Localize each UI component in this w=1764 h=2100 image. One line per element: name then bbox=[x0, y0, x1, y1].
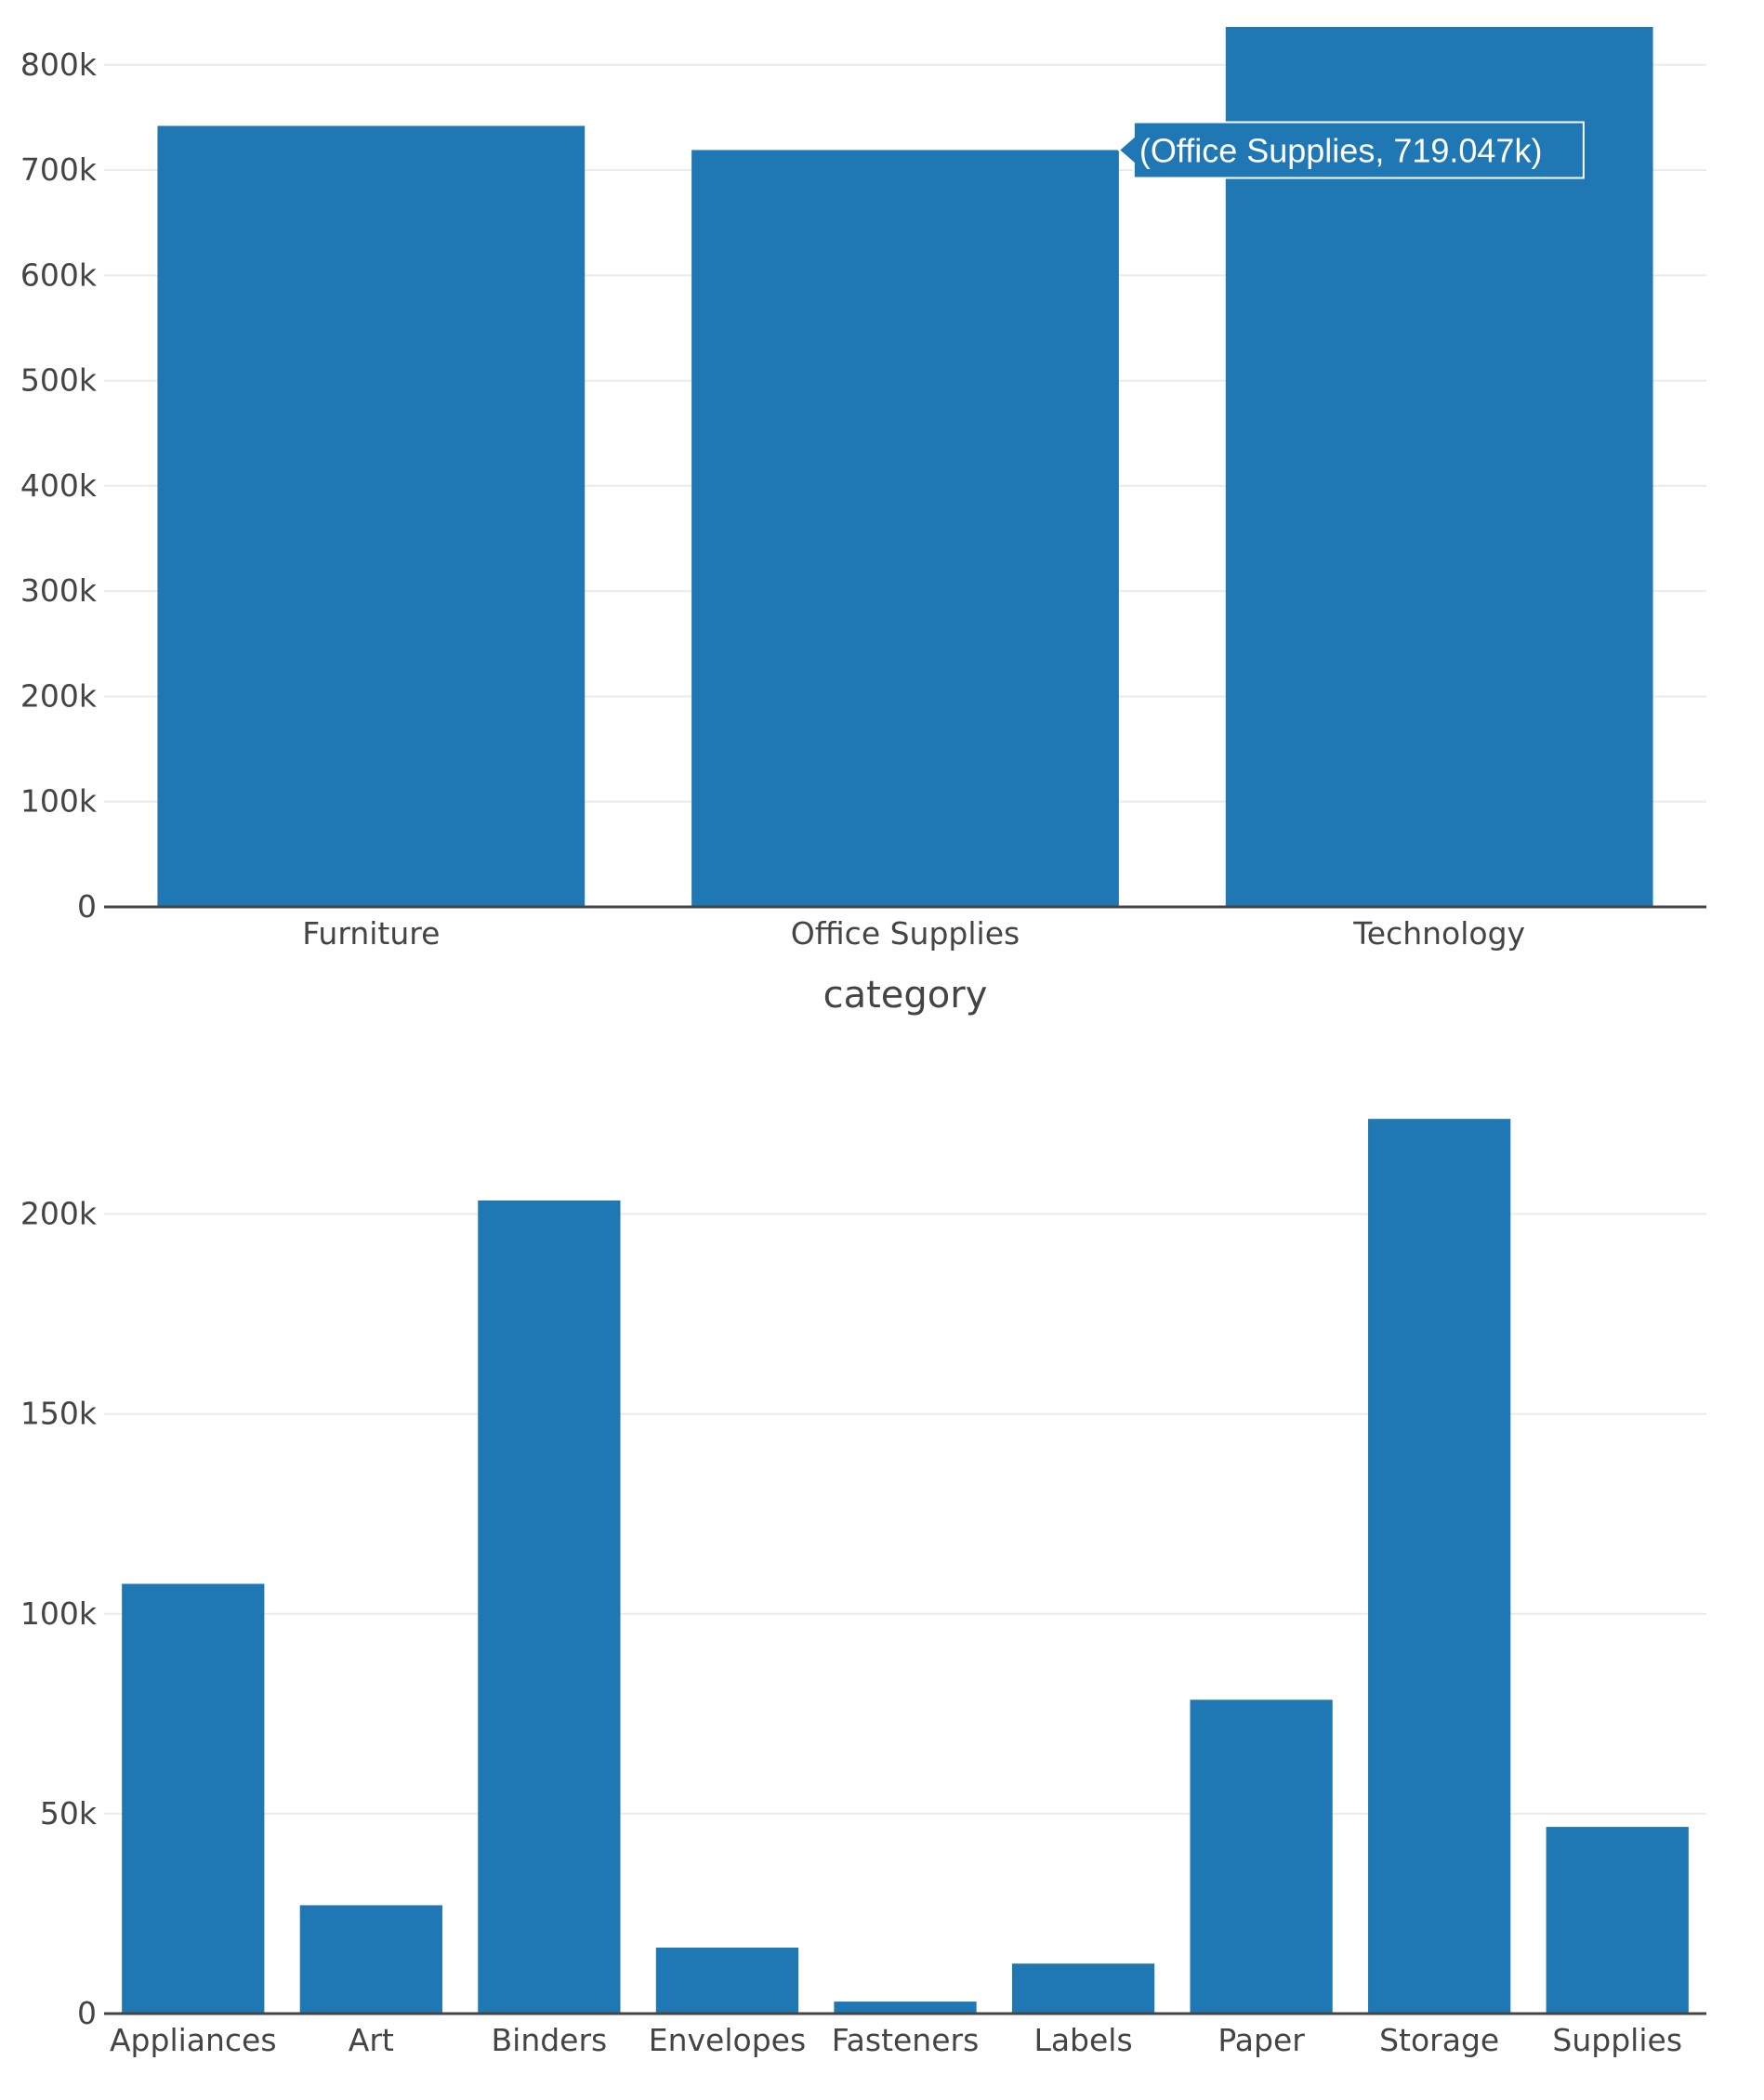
x-tick-label-art: Art bbox=[349, 2022, 394, 2058]
y-tick-label-300k: 300k bbox=[20, 572, 98, 609]
y-tick-label-50k: 50k bbox=[40, 1795, 98, 1831]
y-tick-label-200k: 200k bbox=[20, 1196, 98, 1232]
bar-appliances[interactable] bbox=[122, 1583, 265, 2014]
y-tick-label-0: 0 bbox=[77, 1995, 97, 2031]
y-tick-label-400k: 400k bbox=[20, 467, 98, 504]
bar-labels[interactable] bbox=[1011, 1963, 1155, 2014]
bar-office-supplies[interactable] bbox=[691, 150, 1119, 907]
y-tick-label-150k: 150k bbox=[20, 1396, 98, 1432]
x-tick-label-office-supplies: Office Supplies bbox=[791, 915, 1020, 952]
tooltip-label: (Office Supplies, 719.047k) bbox=[1139, 131, 1543, 169]
y-tick-label-700k: 700k bbox=[20, 151, 98, 188]
category-bar-chart: 0 100k 200k 300k 400k 500k 600k 700k 800k Furnitu… bbox=[20, 27, 1706, 1017]
x-tick-label-fasteners: Fasteners bbox=[832, 2022, 980, 2058]
bar-storage[interactable] bbox=[1368, 1119, 1511, 2014]
hover-tooltip: (Office Supplies, 719.047k) bbox=[1117, 121, 1585, 179]
x-tick-label-appliances: Appliances bbox=[110, 2022, 277, 2058]
bar-paper[interactable] bbox=[1190, 1700, 1333, 2014]
bar-envelopes[interactable] bbox=[655, 1948, 799, 2014]
x-tick-label-supplies: Supplies bbox=[1552, 2022, 1682, 2058]
bar-furniture[interactable] bbox=[157, 125, 586, 908]
y-tick-label-100k: 100k bbox=[20, 1595, 98, 1632]
bar-fasteners[interactable] bbox=[834, 2002, 977, 2014]
y-tick-label-500k: 500k bbox=[20, 362, 98, 399]
x-tick-label-paper: Paper bbox=[1218, 2022, 1305, 2058]
tooltip-box bbox=[1117, 121, 1585, 179]
bar-binders[interactable] bbox=[478, 1200, 621, 2014]
y-tick-label-600k: 600k bbox=[20, 256, 98, 293]
y-tick-label-200k: 200k bbox=[20, 677, 98, 714]
x-tick-label-envelopes: Envelopes bbox=[649, 2022, 806, 2058]
subcategory-bar-chart: 0 50k 100k 150k 200k Appliances Art Binders Enve… bbox=[20, 1119, 1706, 2058]
x-tick-label-labels: Labels bbox=[1033, 2022, 1132, 2058]
x-tick-label-storage: Storage bbox=[1379, 2022, 1499, 2058]
y-tick-label-800k: 800k bbox=[20, 46, 98, 83]
y-tick-label-0: 0 bbox=[77, 888, 97, 925]
x-tick-label-binders: Binders bbox=[492, 2022, 608, 2058]
y-tick-label-100k: 100k bbox=[20, 783, 98, 820]
x-tick-label-furniture: Furniture bbox=[302, 915, 440, 952]
bar-supplies[interactable] bbox=[1546, 1827, 1689, 2014]
bar-art[interactable] bbox=[299, 1905, 442, 2014]
x-axis-title: category bbox=[823, 974, 988, 1017]
x-tick-label-technology: Technology bbox=[1352, 915, 1525, 952]
